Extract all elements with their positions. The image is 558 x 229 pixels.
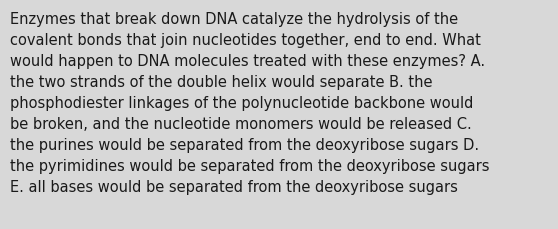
Text: the pyrimidines would be separated from the deoxyribose sugars: the pyrimidines would be separated from … <box>10 158 489 173</box>
Text: the purines would be separated from the deoxyribose sugars D.: the purines would be separated from the … <box>10 137 479 152</box>
Text: be broken, and the nucleotide monomers would be released C.: be broken, and the nucleotide monomers w… <box>10 117 472 131</box>
Text: phosphodiester linkages of the polynucleotide backbone would: phosphodiester linkages of the polynucle… <box>10 95 473 111</box>
Text: E. all bases would be separated from the deoxyribose sugars: E. all bases would be separated from the… <box>10 179 458 194</box>
Text: Enzymes that break down DNA catalyze the hydrolysis of the: Enzymes that break down DNA catalyze the… <box>10 12 458 27</box>
Text: the two strands of the double helix would separate B. the: the two strands of the double helix woul… <box>10 75 432 90</box>
Text: would happen to DNA molecules treated with these enzymes? A.: would happen to DNA molecules treated wi… <box>10 54 485 69</box>
Text: covalent bonds that join nucleotides together, end to end. What: covalent bonds that join nucleotides tog… <box>10 33 481 48</box>
